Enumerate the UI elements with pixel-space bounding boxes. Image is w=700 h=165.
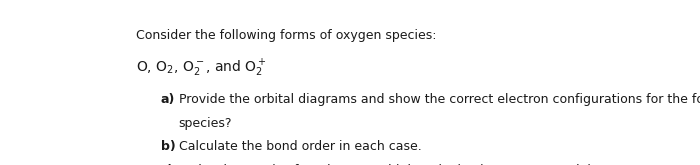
Text: b): b) — [161, 141, 176, 153]
Text: species?: species? — [178, 117, 232, 130]
Text: Provide the orbital diagrams and show the correct electron configurations for th: Provide the orbital diagrams and show th… — [178, 94, 700, 106]
Text: Consider the following forms of oxygen species:: Consider the following forms of oxygen s… — [136, 29, 437, 42]
Text: Calculate the bond order in each case.: Calculate the bond order in each case. — [178, 141, 421, 153]
Text: O, O$_2$, O$_2^-$, and O$_2^+$: O, O$_2$, O$_2^-$, and O$_2^+$ — [136, 58, 267, 79]
Text: c): c) — [161, 164, 174, 165]
Text: a): a) — [161, 94, 175, 106]
Text: Order the species from lowest to highest ionization energy. Explain your answer.: Order the species from lowest to highest… — [178, 164, 682, 165]
